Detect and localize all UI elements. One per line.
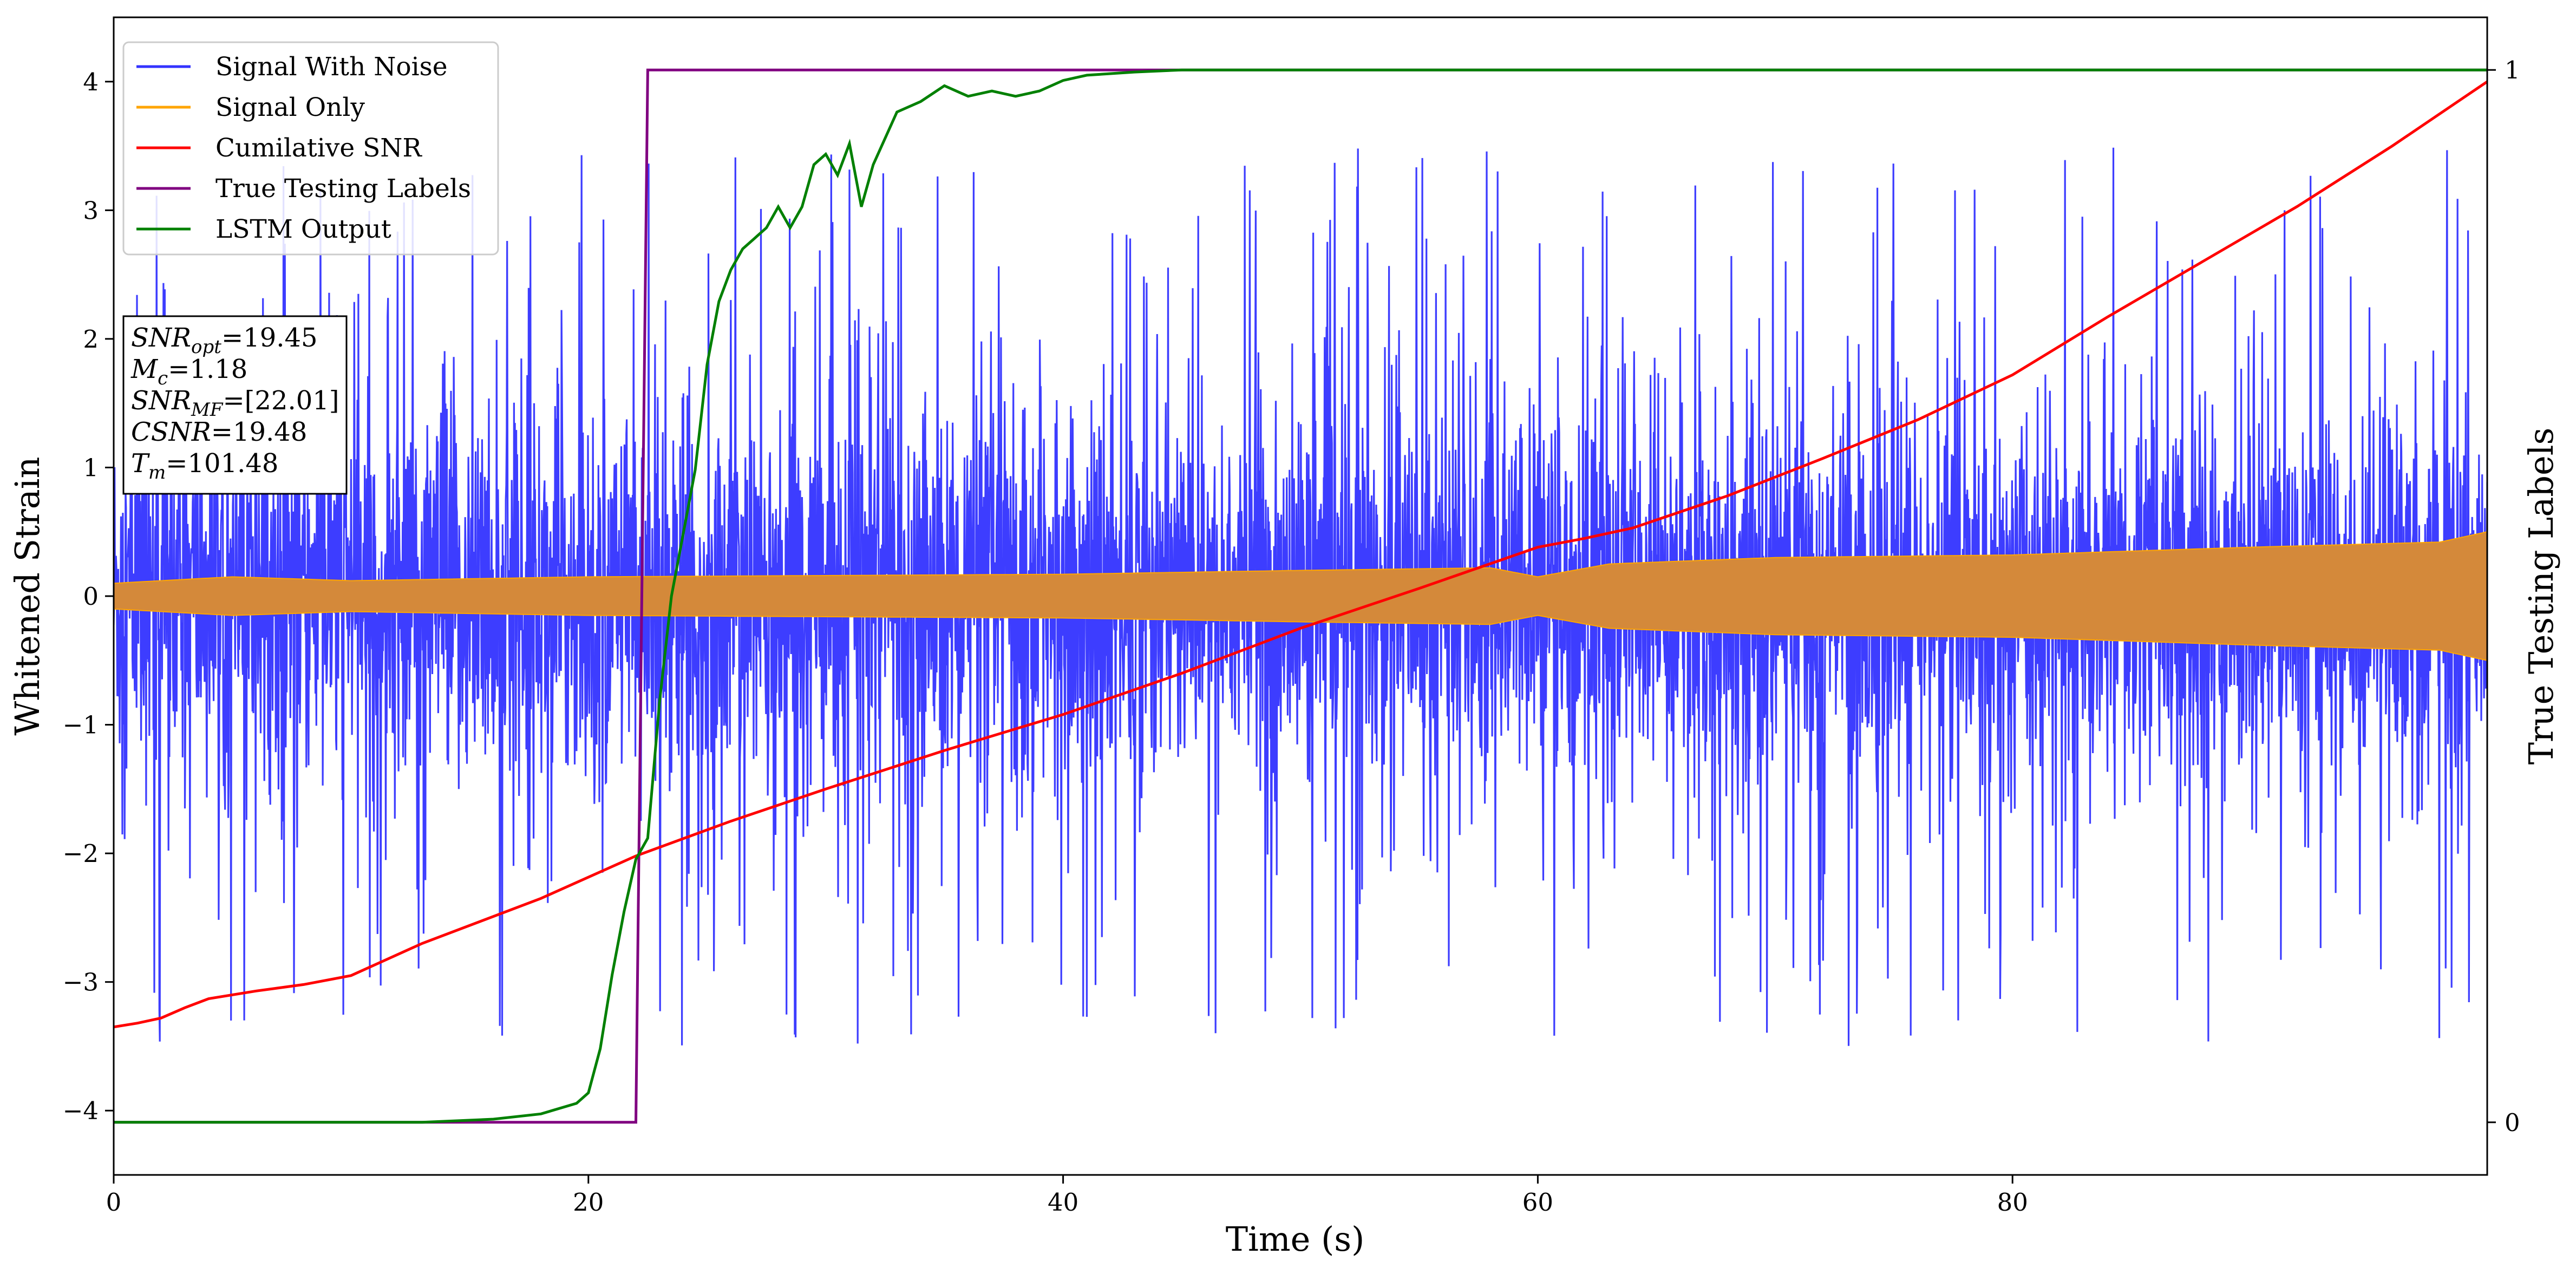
info-line-subscript: opt [191, 336, 221, 358]
info-line: Mc=1.18 [130, 354, 247, 389]
info-line-value: =19.45 [221, 323, 318, 353]
y-right-axis-label: True Testing Labels [2521, 428, 2561, 765]
info-line-value: =[22.01] [223, 386, 339, 416]
info-line-name: M [130, 354, 159, 384]
y-right-tick-label: 1 [2505, 56, 2520, 84]
info-line-name: SNR [131, 323, 191, 353]
info-line-name: SNR [131, 386, 191, 416]
y-tick-label: 1 [83, 453, 99, 482]
y-right-tick-label: 0 [2505, 1108, 2520, 1137]
x-tick-label: 60 [1522, 1188, 1553, 1217]
plot-area [114, 68, 2487, 1124]
legend-entry-label: Signal Only [215, 93, 365, 122]
y-tick-label: −1 [63, 711, 99, 740]
info-box-frame [122, 315, 348, 495]
series-signal-with-noise [114, 147, 2487, 1046]
x-tick-label: 80 [1997, 1188, 2028, 1217]
series-lstm-output [114, 68, 2487, 1124]
info-line-subscript: m [148, 462, 166, 484]
legend-entry-label: Cumilative SNR [215, 133, 422, 163]
info-line-value: =101.48 [166, 448, 278, 479]
info-line-value: =19.48 [211, 417, 308, 447]
series-cumilative-snr [114, 80, 2487, 1029]
y-tick-label: −4 [63, 1096, 99, 1125]
x-tick-label: 0 [106, 1188, 122, 1217]
y-tick-label: 4 [83, 68, 99, 96]
legend-entry-label: LSTM Output [215, 214, 391, 244]
legend-entry-label: Signal With Noise [215, 52, 448, 82]
x-tick-label: 40 [1048, 1188, 1078, 1217]
info-line-subscript: c [158, 368, 168, 389]
y-tick-label: 3 [83, 196, 99, 225]
series-signal-only [114, 531, 2487, 661]
legend-box [122, 41, 499, 256]
info-line: CSNR=19.48 [131, 417, 307, 447]
legend: Signal With Noise Signal Only Cumilative S… [122, 41, 499, 256]
x-tick-label: 20 [573, 1188, 604, 1217]
info-line-subscript: MF [191, 399, 224, 421]
y-tick-label: 2 [83, 325, 99, 354]
y-tick-label: 0 [83, 582, 99, 611]
info-box: SNRopt=19.45Mc=1.18SNRMF=[22.01]CSNR=19.… [122, 315, 348, 495]
info-line: SNRMF=[22.01] [131, 386, 339, 421]
x-axis-label: Time (s) [1226, 1219, 1365, 1259]
info-line-name: T [131, 448, 150, 479]
legend-entry-label: True Testing Labels [215, 174, 471, 204]
info-line-name: CSNR [131, 417, 211, 447]
info-line: SNRopt=19.45 [131, 323, 318, 358]
info-line: Tm=101.48 [131, 448, 278, 484]
y-tick-label: −2 [63, 839, 99, 868]
y-axis-label: Whitened Strain [8, 457, 47, 736]
info-line-value: =1.18 [168, 354, 247, 384]
y-tick-label: −3 [63, 968, 99, 997]
